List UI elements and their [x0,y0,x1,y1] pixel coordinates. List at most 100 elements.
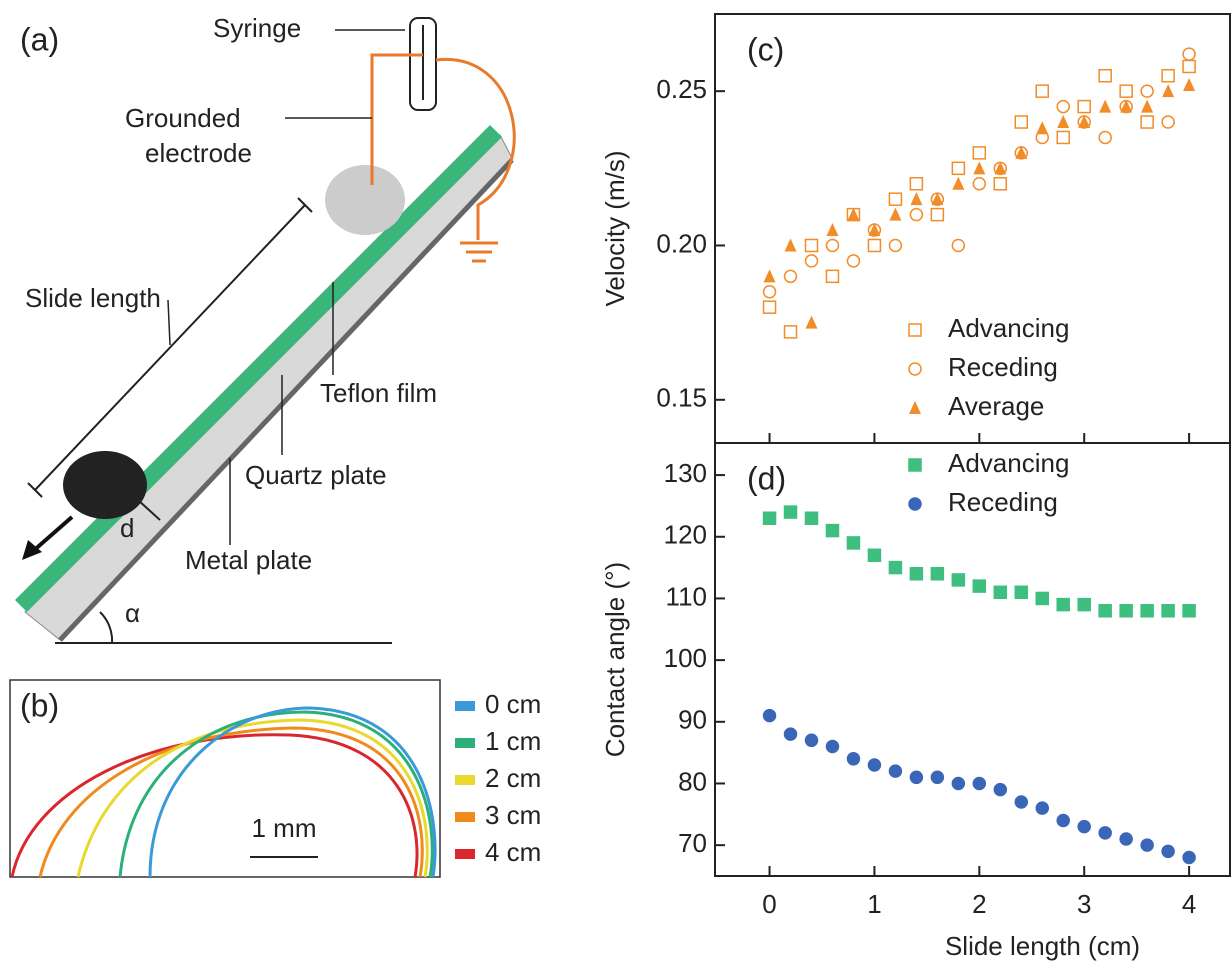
legend-swatch [455,738,475,748]
y-axis-label: Contact angle (°) [600,562,630,757]
point [825,269,840,284]
label: α [125,598,140,628]
y-tick-label: 130 [664,458,707,488]
legend-label: Advancing [948,313,1069,343]
legend-marker [908,458,922,472]
point [783,727,798,741]
point [867,758,882,772]
point [1140,84,1154,98]
point [1077,819,1091,834]
point [762,285,777,299]
point [909,207,924,222]
legend-label: Average [948,391,1044,421]
panel-label: (a) [20,21,59,57]
panel-label: (c) [747,31,784,67]
x-tick-label: 3 [1077,889,1091,919]
point [1056,597,1070,612]
point [1182,850,1196,865]
point [762,708,777,723]
point [846,752,861,766]
point [1014,115,1029,129]
point [972,176,987,191]
point [889,207,902,221]
point [930,567,945,581]
point [868,223,881,237]
y-tick-label: 70 [678,828,707,858]
legend-label: 3 cm [485,800,541,830]
label: electrode [145,138,252,168]
legend-marker [908,362,922,376]
label: Slide length [25,283,161,313]
d-marker [137,499,161,521]
point [993,176,1008,191]
panel-a: (a) Syringe Grounded electrode Slide len… [15,13,516,644]
point [847,207,860,221]
x-axis-label: Slide length (cm) [945,931,1140,961]
y-tick-label: 0.15 [656,383,707,413]
profile [148,706,437,878]
y-tick-label: 110 [666,581,707,611]
point [1077,99,1091,114]
teflon-shape [15,125,502,612]
point [762,511,777,526]
point [952,176,965,190]
point [1098,826,1112,840]
drop [325,165,405,235]
point [951,573,966,587]
point [1182,604,1196,618]
point [972,146,987,160]
point [762,300,777,314]
y-tick-label: 0.20 [656,228,707,258]
point [1162,84,1175,98]
metal-plate-shape [58,158,514,642]
point [826,223,839,237]
panel-b: (b) 1 mm [9,679,441,878]
point [763,269,776,283]
legend-label: 0 cm [485,689,541,719]
point [1035,591,1050,606]
ground [460,241,498,263]
point [1141,99,1154,113]
point [783,325,798,339]
point [1099,99,1112,113]
point [825,238,840,253]
point [846,254,861,268]
point [1098,68,1112,83]
leader-lines [167,29,405,545]
point [804,733,819,748]
legend-marker [908,323,922,337]
point [783,505,798,519]
legend-swatch [455,849,475,859]
label: Grounded [125,103,241,133]
profile [38,726,424,878]
point [910,192,923,206]
bracket [27,482,43,498]
point [888,764,903,778]
point [1161,844,1175,859]
point [993,782,1008,797]
point [783,269,798,284]
point [972,579,987,593]
point [993,585,1008,600]
frame [9,679,441,878]
y-tick-label: 100 [664,643,707,673]
x-tick-label: 2 [972,889,986,919]
point [1140,115,1154,129]
y-tick-label: 80 [678,766,707,796]
legend-label: 4 cm [485,837,541,867]
point [930,207,945,222]
point [1183,77,1196,91]
point [1120,99,1133,113]
point [931,192,944,206]
y-tick-label: 0.25 [656,74,707,104]
point [1056,130,1070,145]
point [888,238,903,253]
legend-label: 2 cm [485,763,541,793]
point [1140,838,1154,852]
point [909,176,924,191]
point [888,560,903,575]
point [1014,795,1029,809]
drop [63,451,147,519]
y-tick-label: 90 [678,705,707,735]
